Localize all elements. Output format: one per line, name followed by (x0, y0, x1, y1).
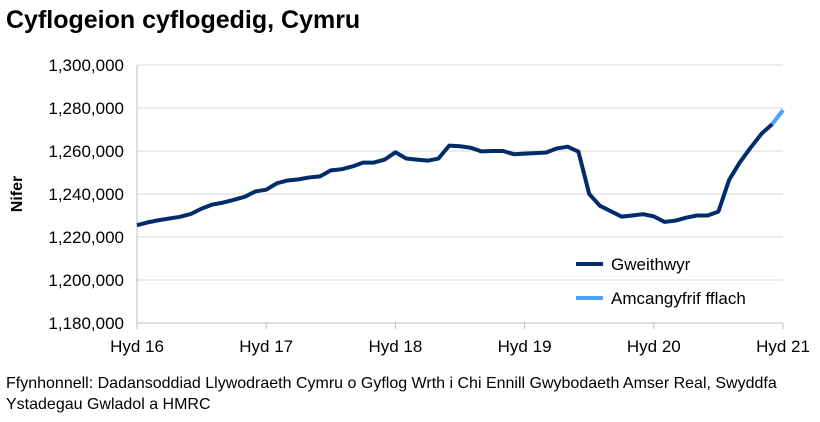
y-tick-label: 1,280,000 (48, 99, 124, 118)
legend-label: Gweithwyr (611, 255, 691, 274)
y-tick-label: 1,220,000 (48, 228, 124, 247)
y-axis-label: Nifer (9, 176, 26, 212)
x-tick-label: Hyd 17 (239, 337, 293, 356)
y-tick-label: 1,180,000 (48, 314, 124, 333)
series-line-1 (136, 122, 774, 228)
y-tick-label: 1,200,000 (48, 271, 124, 290)
x-tick-label: Hyd 20 (627, 337, 681, 356)
source-note: Ffynhonnell: Dadansoddiad Llywodraeth Cy… (6, 375, 777, 413)
y-tick-label: 1,260,000 (48, 142, 124, 161)
y-tick-label: 1,300,000 (48, 56, 124, 75)
x-tick-label: Hyd 19 (498, 337, 552, 356)
series-line-2 (770, 108, 785, 126)
chart-title: Cyflogeion cyflogedig, Cymru (6, 6, 361, 34)
legend-label: Amcangyfrif fflach (611, 289, 746, 308)
x-tick-label: Hyd 18 (368, 337, 422, 356)
y-tick-label: 1,240,000 (48, 185, 124, 204)
x-tick-label: Hyd 21 (756, 337, 810, 356)
x-tick-label: Hyd 16 (110, 337, 164, 356)
